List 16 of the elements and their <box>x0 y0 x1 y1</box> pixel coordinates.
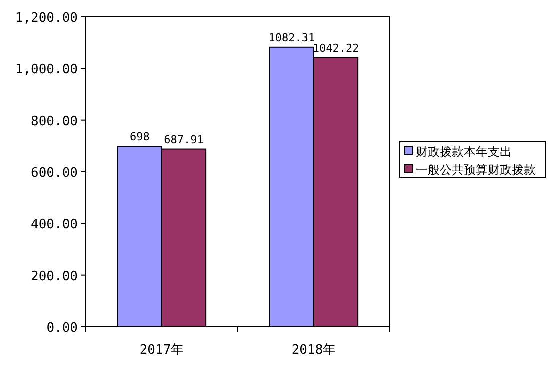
legend-label: 财政拨款本年支出 <box>416 145 512 159</box>
x-tick-label: 2018年 <box>292 343 336 358</box>
y-tick-label: 0.00 <box>46 321 78 336</box>
data-label: 1042.22 <box>312 42 360 55</box>
data-label: 698 <box>130 130 150 144</box>
y-tick-label: 1,000.00 <box>15 62 78 78</box>
y-tick-label: 400.00 <box>31 218 78 233</box>
y-tick-label: 200.00 <box>31 269 78 284</box>
y-tick-label: 600.00 <box>31 166 78 181</box>
y-tick-label: 1,200.00 <box>15 11 78 26</box>
data-label: 687.91 <box>164 133 204 146</box>
y-tick-label: 800.00 <box>31 114 78 130</box>
data-label: 1082.31 <box>268 31 316 44</box>
legend-label: 一般公共预算财政拨款 <box>416 163 536 177</box>
一般公共预算财政拨款: 687.91 1042.22 <box>162 42 360 328</box>
x-tick-label: 2017年 <box>140 343 184 358</box>
